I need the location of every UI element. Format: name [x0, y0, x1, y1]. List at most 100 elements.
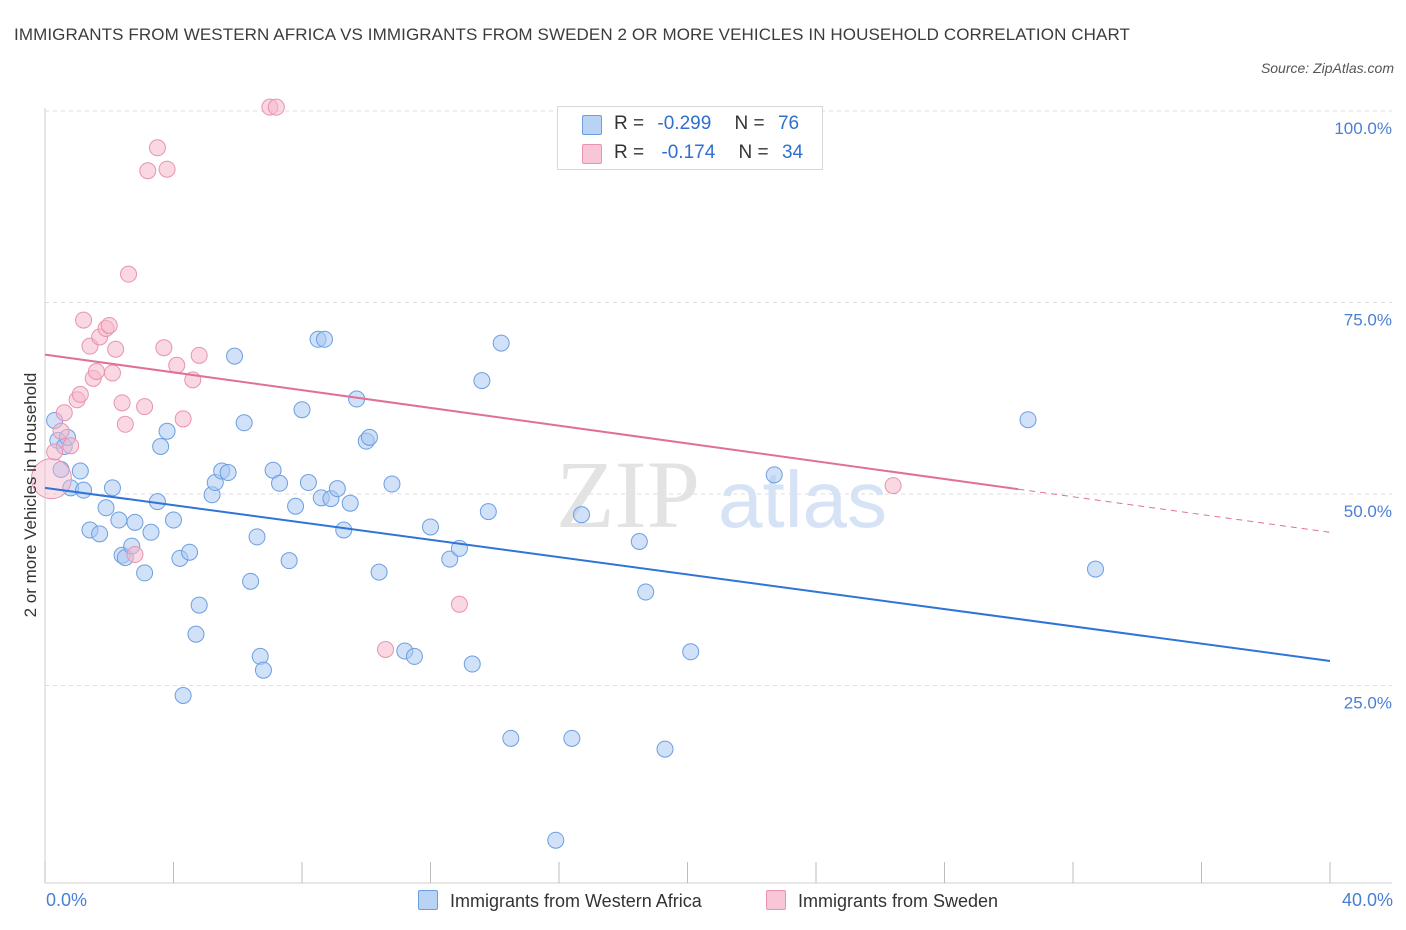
- points-layer: [30, 98, 1104, 849]
- watermark-zip: ZIP: [556, 441, 700, 548]
- point-western-africa: [502, 729, 520, 747]
- legend-r-value: -0.299: [657, 113, 712, 134]
- legend-swatch-pink: [582, 144, 602, 164]
- trend-line-sweden: [44, 353, 1019, 491]
- point-western-africa: [75, 481, 93, 499]
- point-sweden: [120, 265, 138, 283]
- point-western-africa: [174, 686, 192, 704]
- point-western-africa: [103, 479, 121, 497]
- point-sweden: [116, 415, 134, 433]
- point-sweden: [450, 595, 468, 613]
- point-western-africa: [315, 330, 333, 348]
- y-tick-label: 50.0%: [1344, 502, 1392, 521]
- source-label: Source: ZipAtlas.com: [1260, 60, 1394, 76]
- point-western-africa: [97, 499, 115, 517]
- point-sweden: [377, 640, 395, 658]
- point-western-africa: [293, 401, 311, 419]
- legend-series-name: Immigrants from Western Africa: [450, 891, 702, 911]
- chart-title: IMMIGRANTS FROM WESTERN AFRICA VS IMMIGR…: [14, 25, 1131, 44]
- point-western-africa: [251, 647, 269, 665]
- point-sweden: [139, 162, 157, 180]
- point-western-africa: [563, 729, 581, 747]
- legend-series-name: Immigrants from Sweden: [798, 891, 999, 911]
- y-tick-label: 25.0%: [1344, 694, 1392, 713]
- legend-r-value: -0.174: [661, 142, 716, 163]
- legend-swatch-blue: [418, 890, 438, 910]
- point-western-africa: [341, 494, 359, 512]
- point-sweden: [75, 311, 93, 329]
- point-western-africa: [280, 552, 298, 570]
- point-western-africa: [682, 643, 700, 661]
- point-western-africa: [142, 523, 160, 541]
- legend-n-label: N =: [738, 142, 769, 163]
- point-western-africa: [1086, 560, 1104, 578]
- point-sweden: [136, 398, 154, 416]
- legend-item-western-africa: Immigrants from Western Africa: [418, 890, 702, 912]
- trend-line-western-africa: [44, 486, 1331, 662]
- point-sweden: [103, 364, 121, 382]
- point-western-africa: [181, 543, 199, 561]
- trend-line-sweden-extrapolated: [1018, 488, 1331, 533]
- point-sweden: [55, 404, 73, 422]
- point-sweden: [155, 339, 173, 357]
- y-axis-label: 2 or more Vehicles in Household: [21, 372, 40, 618]
- point-western-africa: [360, 428, 378, 446]
- point-western-africa: [226, 347, 244, 365]
- x-tick-label-min: 0.0%: [46, 890, 88, 910]
- point-sweden: [71, 385, 89, 403]
- trend-layer: [44, 353, 1331, 662]
- point-western-africa: [547, 831, 565, 849]
- y-tick-label: 75.0%: [1344, 311, 1392, 330]
- point-sweden: [126, 546, 144, 564]
- point-western-africa: [271, 474, 289, 492]
- point-sweden: [62, 437, 80, 455]
- point-western-africa: [254, 661, 272, 679]
- point-sweden: [148, 139, 166, 157]
- point-western-africa: [158, 422, 176, 440]
- point-western-africa: [405, 647, 423, 665]
- point-western-africa: [463, 655, 481, 673]
- correlation-legend: R = -0.299 N = 76 R = -0.174 N = 34: [557, 106, 823, 170]
- point-sweden: [190, 346, 208, 364]
- point-sweden: [107, 340, 125, 358]
- legend-r-label: R =: [614, 142, 645, 163]
- point-western-africa: [187, 625, 205, 643]
- legend-r-label: R =: [614, 113, 645, 134]
- legend-swatch-blue: [582, 115, 602, 135]
- point-sweden: [267, 98, 285, 116]
- legend-swatch-pink: [766, 890, 786, 910]
- point-sweden: [168, 356, 186, 374]
- point-western-africa: [110, 511, 128, 529]
- y-tick-labels: 25.0% 50.0% 75.0% 100.0%: [1334, 119, 1392, 713]
- point-sweden: [46, 443, 64, 461]
- x-tick-label-max: 40.0%: [1341, 890, 1393, 910]
- legend-n-value: 34: [781, 142, 804, 163]
- point-western-africa: [190, 596, 208, 614]
- point-western-africa: [219, 464, 237, 482]
- point-western-africa: [572, 506, 590, 524]
- point-western-africa: [136, 564, 154, 582]
- legend-n-value: 76: [777, 113, 800, 134]
- point-western-africa: [1019, 411, 1037, 429]
- point-western-africa: [656, 740, 674, 758]
- point-sweden: [52, 422, 70, 440]
- point-western-africa: [637, 583, 655, 601]
- point-western-africa: [242, 572, 260, 590]
- point-western-africa: [328, 480, 346, 498]
- point-western-africa: [422, 518, 439, 536]
- point-western-africa: [383, 475, 401, 493]
- point-western-africa: [630, 532, 648, 550]
- point-western-africa: [287, 497, 305, 515]
- point-sweden: [884, 477, 902, 495]
- point-sweden: [100, 316, 118, 334]
- point-sweden: [158, 160, 176, 178]
- point-western-africa: [165, 511, 182, 529]
- point-western-africa: [441, 550, 459, 568]
- point-western-africa: [765, 466, 783, 484]
- point-western-africa: [335, 521, 353, 539]
- point-western-africa: [492, 334, 510, 352]
- point-sweden: [87, 362, 105, 380]
- point-western-africa: [370, 563, 388, 581]
- point-western-africa: [248, 528, 266, 546]
